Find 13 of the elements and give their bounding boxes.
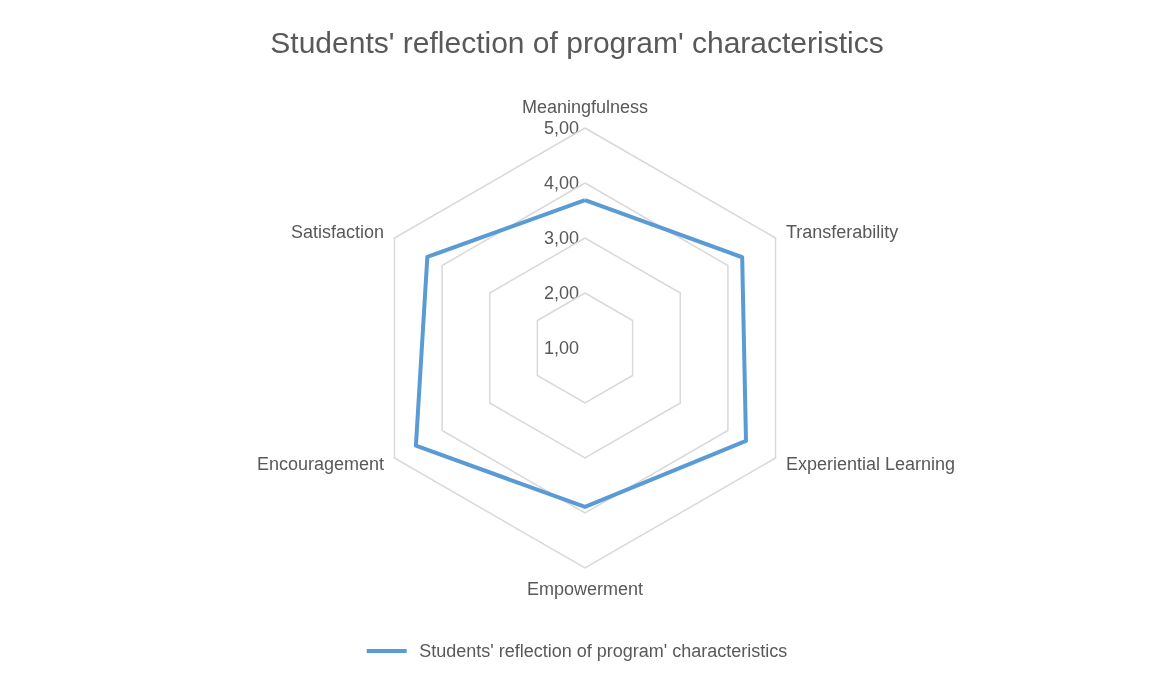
y-tick-label: 4,00 (543, 173, 579, 193)
spoke-label: Encouragement (256, 454, 385, 474)
spoke-label: Meaningfulness (521, 97, 649, 117)
y-tick-label: 5,00 (543, 118, 579, 138)
y-tick-label: 3,00 (543, 228, 579, 248)
spoke-label: Experiential Learning (785, 454, 956, 474)
y-tick-label: 1,00 (543, 338, 579, 358)
chart-title: Students' reflection of program' characteristics (270, 25, 884, 59)
y-tick-label: 2,00 (543, 283, 579, 303)
spoke-label: Satisfaction (291, 222, 385, 242)
legend-label: Students' reflection of program' characteristics (419, 641, 788, 661)
spoke-label: Empowerment (526, 579, 644, 599)
spoke-label: Transferability (785, 222, 899, 242)
